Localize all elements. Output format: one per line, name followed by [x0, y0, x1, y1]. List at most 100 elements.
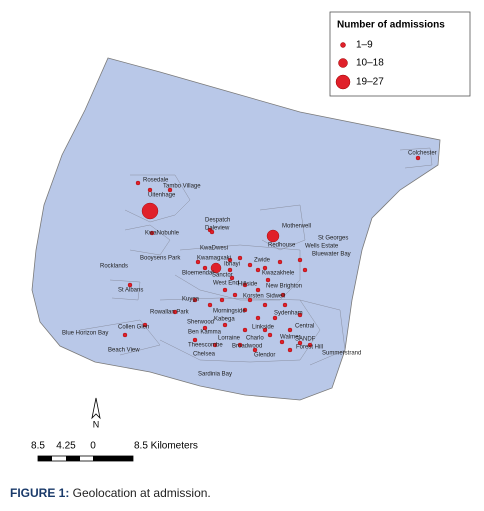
admission-point [255, 315, 261, 321]
place-label: Linkside [252, 325, 275, 331]
place-label: Colchester [408, 151, 437, 157]
admission-point [172, 309, 178, 315]
admission-point [222, 322, 228, 328]
place-label: Glendor [254, 353, 275, 359]
admission-point [307, 342, 313, 348]
place-label: St Georges [318, 236, 348, 242]
place-label: KwaDwesi [200, 246, 228, 252]
scale-end: 8.5 Kilometers [134, 441, 198, 452]
admission-point [282, 302, 288, 308]
place-label: Bloemendal [182, 271, 214, 277]
place-label: Redhouse [268, 243, 296, 249]
place-label: Blue Horizon Bay [62, 331, 108, 337]
north-arrow: N [91, 397, 101, 429]
place-label: Zwide [254, 258, 271, 264]
legend-title: Number of admissions [337, 20, 445, 31]
place-label: St Albans [118, 288, 143, 294]
place-label: Ibhayi [224, 262, 240, 268]
place-label: Wells Estate [305, 244, 339, 250]
admission-point [266, 229, 280, 243]
place-label: Korsten [243, 294, 264, 300]
admission-point [149, 230, 155, 236]
admission-point [247, 262, 253, 268]
place-label: Sardinia Bay [198, 372, 232, 378]
place-label: KwaNobuhle [145, 231, 180, 237]
place-label: Sydenham [274, 311, 303, 317]
admission-point [212, 342, 218, 348]
admission-point [265, 277, 271, 283]
place-label: Motherwell [282, 224, 311, 230]
city-boundary [31, 57, 441, 401]
admission-point [252, 347, 258, 353]
place-label: West End [213, 281, 239, 287]
place-label: Despatch [205, 218, 230, 224]
admission-point [267, 332, 273, 338]
scale-tick: 0 [90, 441, 96, 452]
place-label: Sherwood [187, 320, 214, 326]
admission-point [141, 202, 159, 220]
admission-point [280, 292, 286, 298]
legend-label: 1–9 [356, 40, 373, 51]
admission-point [195, 259, 201, 265]
admission-point [255, 287, 261, 293]
place-label: Chelsea [193, 352, 216, 358]
place-label: Kabega [214, 317, 235, 323]
suburb-boundaries [79, 147, 433, 366]
admission-points [122, 155, 421, 353]
place-label: SANDF [295, 337, 316, 343]
place-label: Lorraine [218, 336, 241, 342]
admission-point [287, 347, 293, 353]
place-label: Uitenhage [148, 193, 176, 199]
place-label: Rocklands [100, 264, 128, 270]
place-label: Beach View [108, 348, 140, 354]
admission-point [237, 255, 243, 261]
admission-point [192, 337, 198, 343]
admission-point [297, 312, 303, 318]
scale-bar: 8.5 4.25 0 8.5 Kilometers [31, 441, 198, 462]
admission-point [232, 292, 238, 298]
admission-point [242, 282, 248, 288]
legend-symbol [340, 42, 346, 48]
legend-label: 10–18 [356, 58, 384, 69]
place-label: Central [295, 324, 314, 330]
place-label: Forest Hill [296, 345, 323, 351]
place-label: Collen Glen [118, 325, 149, 331]
admission-point [297, 257, 303, 263]
admission-point [219, 297, 225, 303]
place-label: Booysens Park [140, 256, 181, 262]
place-label: Morningside [213, 309, 246, 315]
legend-box [329, 11, 471, 97]
admission-point [262, 327, 268, 333]
scale-tick: 8.5 [31, 441, 45, 452]
admission-point [247, 297, 253, 303]
admission-point [209, 229, 215, 235]
place-label: Broadwood [232, 344, 262, 350]
admission-point [202, 265, 208, 271]
place-label: Ben Kamma [188, 330, 222, 336]
admission-point [279, 339, 285, 345]
admission-point [122, 332, 128, 338]
admission-point [227, 257, 233, 263]
place-label: Daleview [205, 226, 230, 232]
admission-point [415, 155, 421, 161]
admission-point [255, 267, 261, 273]
place-label: Bluewater Bay [312, 252, 351, 258]
place-label: Charlo [246, 336, 264, 342]
admission-point [202, 325, 208, 331]
admission-point [277, 259, 283, 265]
place-label: Kwamagxaki [197, 256, 231, 262]
admission-point [127, 282, 133, 288]
admission-point [227, 267, 233, 273]
admission-point [207, 302, 213, 308]
admission-point [192, 297, 198, 303]
place-label: Rowallan Park [150, 310, 190, 316]
place-label: New Brighton [266, 284, 302, 290]
place-label: Kuyga [182, 297, 200, 303]
place-label: Hillside [238, 282, 258, 288]
admission-point [272, 315, 278, 321]
admission-point [210, 262, 222, 274]
place-label: Rosedale [143, 178, 169, 184]
admission-point [242, 327, 248, 333]
